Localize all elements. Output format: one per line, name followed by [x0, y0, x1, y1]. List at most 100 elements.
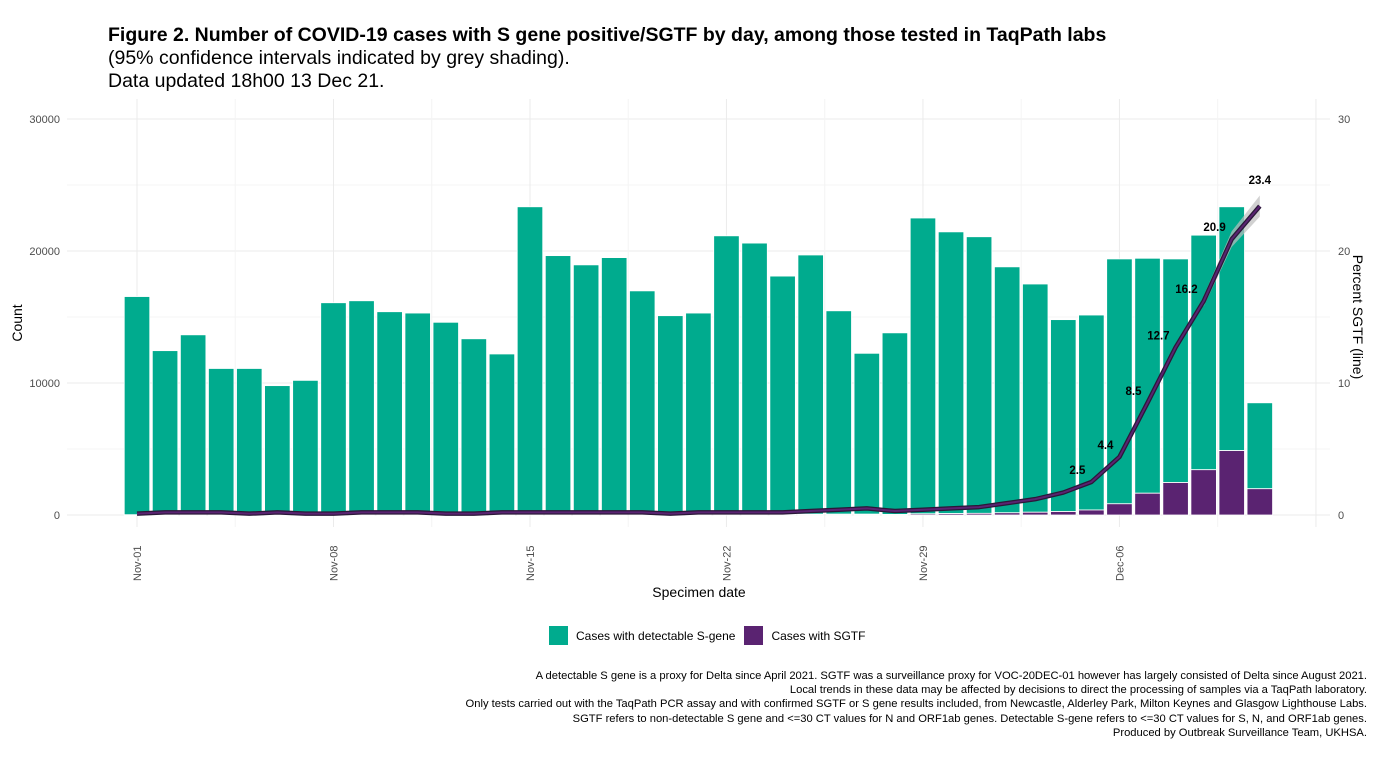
- bar-detectable-sgene: [797, 254, 824, 515]
- data-label: 12.7: [1147, 330, 1169, 342]
- bar-detectable-sgene: [713, 235, 740, 515]
- bar-detectable-sgene: [994, 266, 1021, 514]
- legend: Cases with detectable S-gene Cases with …: [549, 626, 874, 645]
- bar-detectable-sgene: [1246, 402, 1273, 490]
- footnotes: A detectable S gene is a proxy for Delta…: [466, 669, 1367, 740]
- axes: 0 10000 20000 30000 0 10 20 30 Nov-01 Nov-08 Nov-1…: [29, 114, 1350, 581]
- y-tick-label: 0: [54, 510, 60, 522]
- bar-sgtf: [909, 513, 937, 516]
- data-label: 20.9: [1203, 222, 1225, 234]
- bar-sgtf: [1134, 492, 1161, 516]
- bar-detectable-sgene: [179, 334, 207, 516]
- bar-sgtf: [1050, 511, 1077, 516]
- y-tick-label: 10000: [29, 378, 60, 390]
- y2-tick-label: 20: [1338, 246, 1350, 258]
- legend-swatch-sgene: [549, 626, 568, 645]
- bar-detectable-sgene: [629, 290, 656, 515]
- bar-detectable-sgene: [151, 350, 179, 516]
- bar-detectable-sgene: [488, 353, 516, 516]
- bar-sgtf: [1190, 469, 1217, 516]
- y-axis-title: Count: [9, 304, 25, 341]
- legend-label-sgene: Cases with detectable S-gene: [576, 628, 736, 643]
- bar-sgtf: [1246, 488, 1273, 516]
- bar-sgtf: [965, 512, 993, 516]
- bar-detectable-sgene: [460, 338, 487, 516]
- footnote: Local trends in these data may be affect…: [789, 684, 1367, 697]
- bar-detectable-sgene: [685, 312, 712, 515]
- x-axis-title: Specimen date: [652, 584, 746, 600]
- bar-detectable-sgene: [376, 311, 403, 515]
- bar-detectable-sgene: [1218, 206, 1245, 451]
- bar-detectable-sgene: [404, 312, 431, 515]
- bar-sgtf: [1106, 503, 1133, 516]
- footnote: SGTF refers to non-detectable S gene and…: [572, 712, 1367, 725]
- bar-sgtf: [797, 513, 824, 516]
- bar-detectable-sgene: [881, 332, 909, 515]
- data-label: 2.5: [1069, 465, 1086, 477]
- bar-detectable-sgene: [516, 206, 544, 515]
- legend-label-sgtf: Cases with SGTF: [771, 628, 866, 643]
- data-label: 4.4: [1097, 440, 1114, 452]
- bar-sgtf: [825, 513, 852, 516]
- bar-sgtf: [1218, 450, 1245, 516]
- bar-detectable-sgene: [572, 264, 600, 515]
- bar-detectable-sgene: [320, 302, 347, 516]
- legend-item-sgtf: Cases with SGTF: [744, 626, 865, 645]
- bar-sgtf: [1162, 482, 1189, 516]
- footnote: Only tests carried out with the TaqPath …: [465, 698, 1367, 711]
- footnote: Produced by Outbreak Surveillance Team, …: [1112, 726, 1367, 739]
- data-label: 16.2: [1175, 284, 1197, 296]
- bar-detectable-sgene: [348, 300, 375, 515]
- y2-tick-label: 10: [1338, 378, 1350, 390]
- data-labels: 2.5 4.4 8.5 12.7 16.2 20.9 23.4: [1069, 175, 1271, 477]
- legend-item-sgene: Cases with detectable S-gene: [549, 626, 735, 645]
- chart-title: Figure 2. Number of COVID-19 cases with …: [108, 24, 1106, 93]
- y2-axis-title: Percent SGTF (line): [1350, 255, 1366, 379]
- bar-sgtf: [1022, 511, 1049, 516]
- bar-detectable-sgene: [601, 257, 628, 515]
- x-tick-label: Dec-06: [1114, 546, 1126, 581]
- legend-swatch-sgtf: [744, 626, 764, 645]
- bar-detectable-sgene: [544, 255, 572, 515]
- y-tick-label: 20000: [29, 246, 60, 258]
- bar-detectable-sgene: [1022, 283, 1049, 513]
- y2-tick-label: 30: [1338, 114, 1350, 126]
- footnote: A detectable S gene is a proxy for Delta…: [535, 670, 1367, 682]
- bar-detectable-sgene: [853, 352, 880, 515]
- bar-detectable-sgene: [208, 368, 235, 516]
- bar-detectable-sgene: [123, 296, 151, 516]
- title-main: Figure 2. Number of COVID-19 cases with …: [108, 24, 1107, 46]
- bar-detectable-sgene: [1134, 257, 1161, 494]
- bar-detectable-sgene: [657, 315, 684, 516]
- bar-detectable-sgene: [965, 236, 993, 514]
- bar-sgtf: [1078, 509, 1105, 516]
- bar-detectable-sgene: [825, 310, 852, 515]
- percent-line: [136, 204, 1262, 516]
- data-label: 8.5: [1126, 386, 1143, 398]
- bar-sgtf: [937, 513, 965, 516]
- bar-sgtf: [994, 512, 1021, 516]
- bar-detectable-sgene: [769, 275, 796, 515]
- bars: [123, 206, 1273, 516]
- x-tick-label: Nov-29: [918, 546, 930, 581]
- x-tick-label: Nov-22: [721, 546, 733, 581]
- bar-detectable-sgene: [264, 385, 291, 516]
- bar-detectable-sgene: [741, 242, 768, 515]
- bar-detectable-sgene: [937, 231, 965, 514]
- percent-line-series: [136, 205, 1261, 515]
- bar-detectable-sgene: [909, 217, 937, 515]
- bar-detectable-sgene: [432, 321, 459, 516]
- title-subtitle-ci: (95% confidence intervals indicated by g…: [108, 47, 570, 69]
- data-label: 23.4: [1249, 175, 1272, 187]
- bar-detectable-sgene: [1050, 319, 1077, 512]
- title-subtitle-updated: Data updated 18h00 13 Dec 21.: [108, 70, 385, 92]
- bar-detectable-sgene: [1078, 314, 1105, 511]
- x-tick-label: Nov-15: [525, 546, 537, 581]
- bar-sgtf: [881, 514, 909, 516]
- bar-detectable-sgene: [1190, 234, 1217, 471]
- y2-tick-label: 0: [1338, 510, 1344, 522]
- y-tick-label: 30000: [29, 114, 60, 126]
- x-tick-label: Nov-08: [328, 546, 340, 581]
- bar-detectable-sgene: [236, 368, 263, 516]
